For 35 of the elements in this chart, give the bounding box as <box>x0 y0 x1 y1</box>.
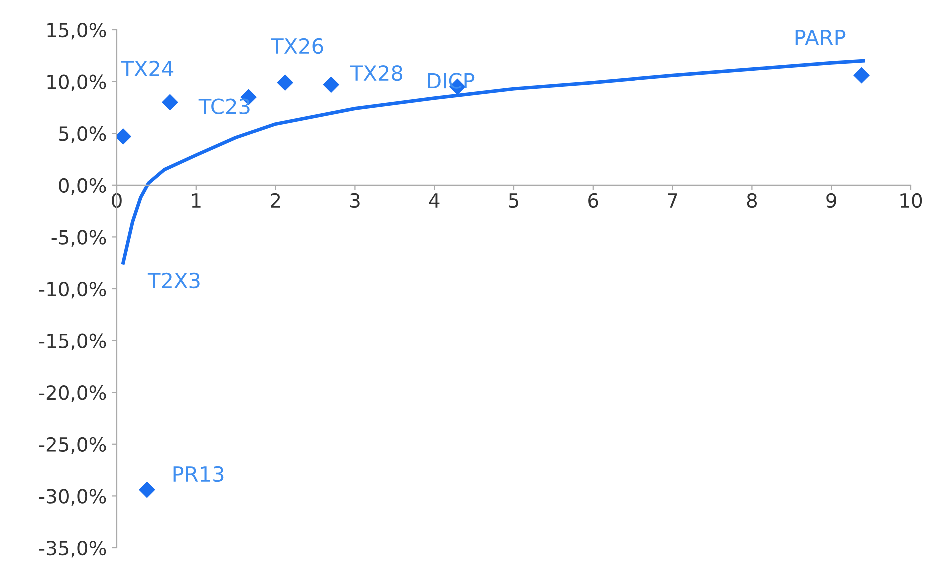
x-tick-label: 3 <box>350 193 360 208</box>
y-tick-label: -20,0% <box>39 386 106 402</box>
point <box>162 94 178 111</box>
y-tick-label: 5,0% <box>59 126 106 144</box>
x-tick-label: 8 <box>747 193 758 208</box>
point <box>277 74 294 92</box>
y-tick-label: -30,0% <box>39 489 106 506</box>
x-tick-label: 2 <box>271 193 280 208</box>
x-tick-label: 4 <box>429 194 440 208</box>
y-tick-label: -15,0% <box>39 334 106 350</box>
annotation: TC23 <box>198 98 250 114</box>
annotation: PARP <box>796 30 846 46</box>
x-tick-label: 0 <box>112 193 122 208</box>
annotation: TX28 <box>350 65 403 82</box>
annotation: T2X3 <box>148 272 200 289</box>
x-tick-label: 7 <box>668 194 678 208</box>
y-tick-label: -25,0% <box>39 437 106 454</box>
y-tick-label: -5,0% <box>52 230 106 247</box>
y-tick-label: 15,0% <box>48 22 106 40</box>
line-series <box>122 59 866 265</box>
y-tick-label: -35,0% <box>39 540 106 558</box>
y-tick-label: -10,0% <box>39 282 106 299</box>
x-tick-label: 10 <box>900 193 922 208</box>
x-tick-label: 6 <box>588 193 598 208</box>
y-tick-label: 10,0% <box>48 74 106 92</box>
x-tick-label: 9 <box>826 193 836 208</box>
point <box>854 67 870 84</box>
point <box>323 76 340 94</box>
point <box>138 482 156 498</box>
annotation: PR13 <box>174 466 224 482</box>
y-tick-label: 0,0% <box>59 178 106 196</box>
x-tick-label: 5 <box>509 194 518 208</box>
annotation: TX26 <box>271 38 324 54</box>
annotation: TX24 <box>121 60 174 76</box>
x-tick-label: 1 <box>192 194 201 208</box>
